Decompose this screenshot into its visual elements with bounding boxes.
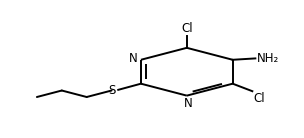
Text: Cl: Cl [254,92,265,105]
Text: N: N [129,52,137,65]
Text: S: S [109,84,116,97]
Text: NH₂: NH₂ [257,52,279,65]
Text: N: N [184,97,193,110]
Text: Cl: Cl [181,22,193,35]
